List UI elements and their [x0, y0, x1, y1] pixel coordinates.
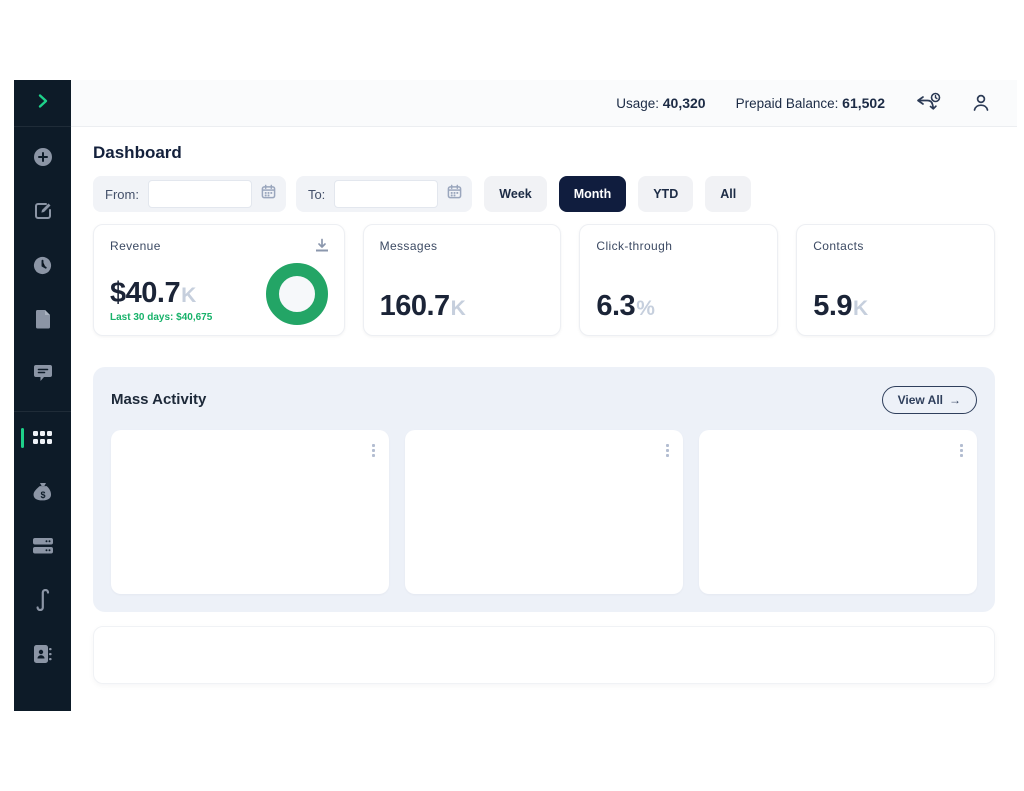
sidebar-item-documents[interactable] [14, 307, 71, 331]
kpi-label: Revenue [110, 239, 161, 253]
prepaid-balance-stat: Prepaid Balance: 61,502 [735, 95, 885, 111]
sidebar-item-flows[interactable] [14, 588, 71, 612]
to-label: To: [307, 186, 326, 202]
range-button-week[interactable]: Week [484, 176, 547, 212]
sidebar-item-compose[interactable] [14, 199, 71, 223]
date-from-group: From: [93, 176, 286, 212]
compose-icon [33, 201, 53, 221]
kpi-label: Messages [379, 239, 438, 253]
filter-bar: From: To: Week Month YTD All [93, 176, 995, 212]
usage-stat: Usage: 40,320 [616, 95, 706, 111]
range-button-ytd[interactable]: YTD [638, 176, 694, 212]
usage-value: 40,320 [662, 95, 706, 111]
mass-activity-card [405, 430, 683, 594]
flow-icon [36, 589, 50, 611]
kebab-menu-icon[interactable] [960, 444, 963, 457]
kpi-value-row: 6.3 % [596, 290, 761, 323]
chevron-right-icon [35, 93, 51, 114]
sidebar-nav-bottom: $ [14, 412, 71, 666]
content-column: Usage: 40,320 Prepaid Balance: 61,502 Da… [71, 80, 1017, 711]
app-frame: $ Usage: 40,320 P [14, 80, 1017, 711]
contacts-book-icon [33, 644, 52, 664]
kpi-label: Click-through [596, 239, 673, 253]
mass-activity-cards [111, 430, 977, 594]
sidebar-expand-button[interactable] [14, 80, 71, 127]
sidebar: $ [14, 80, 71, 711]
mass-activity-title: Mass Activity [111, 391, 207, 408]
calendar-icon[interactable] [261, 184, 276, 204]
money-bag-icon: $ [33, 482, 53, 503]
kpi-suffix: K [450, 297, 466, 320]
svg-text:$: $ [40, 490, 45, 500]
sidebar-divider [14, 411, 71, 412]
to-date-input[interactable] [334, 180, 439, 208]
server-icon [32, 538, 53, 554]
sidebar-item-history[interactable] [14, 253, 71, 277]
kebab-menu-icon[interactable] [372, 444, 375, 457]
main-content: Dashboard From: To: Week [71, 127, 1017, 711]
kebab-menu-icon[interactable] [666, 444, 669, 457]
kpi-label: Contacts [813, 239, 864, 253]
kpi-card-contacts: Contacts 5.9 K [796, 224, 995, 336]
chat-icon [33, 364, 53, 383]
kpi-suffix: K [853, 297, 869, 320]
view-all-button[interactable]: View All → [881, 385, 977, 414]
kpi-row: Revenue $40.7 K Last 30 days: $40,675 Me… [93, 224, 995, 336]
transaction-history-icon[interactable] [915, 92, 941, 114]
kpi-value-row: 5.9 K [813, 290, 978, 323]
view-all-label: View All [897, 392, 943, 407]
range-button-month[interactable]: Month [558, 176, 627, 212]
mass-activity-header: Mass Activity View All → [111, 385, 977, 414]
kpi-value-row: 160.7 K [380, 290, 545, 323]
document-icon [34, 309, 52, 329]
kpi-suffix: % [636, 297, 655, 320]
kpi-card-revenue: Revenue $40.7 K Last 30 days: $40,675 [93, 224, 345, 336]
sidebar-item-add[interactable] [14, 145, 71, 169]
kpi-suffix: K [181, 284, 197, 307]
revenue-donut-chart [265, 263, 328, 325]
sidebar-item-servers[interactable] [14, 534, 71, 558]
kpi-subtext: Last 30 days: $40,675 [110, 312, 213, 323]
download-icon[interactable] [314, 238, 330, 258]
from-label: From: [105, 186, 139, 202]
kpi-value: 5.9 [813, 290, 853, 322]
add-icon [32, 146, 54, 168]
from-date-input[interactable] [147, 180, 252, 208]
balance-value: 61,502 [842, 95, 885, 111]
range-button-all[interactable]: All [705, 176, 752, 212]
mass-activity-card [111, 430, 389, 594]
sidebar-item-chat[interactable] [14, 361, 71, 385]
sidebar-item-dashboard-active[interactable] [14, 426, 71, 450]
kpi-value-row: $40.7 K [110, 277, 328, 310]
arrow-right-icon: → [949, 392, 961, 407]
calendar-icon[interactable] [447, 184, 462, 204]
sidebar-item-contacts[interactable] [14, 642, 71, 666]
top-bar: Usage: 40,320 Prepaid Balance: 61,502 [71, 80, 1017, 127]
kpi-card-click-through: Click-through 6.3 % [579, 224, 779, 336]
kpi-card-messages: Messages 160.7 K [362, 224, 562, 336]
sidebar-nav-top [14, 127, 71, 385]
mass-activity-card [699, 430, 977, 594]
date-to-group: To: [295, 176, 473, 212]
user-icon[interactable] [971, 93, 991, 113]
page-title: Dashboard [93, 143, 182, 162]
active-indicator [21, 428, 24, 448]
kpi-value: $40.7 [110, 277, 181, 309]
sidebar-item-billing[interactable]: $ [14, 480, 71, 504]
kpi-value: 6.3 [596, 290, 636, 322]
apps-grid-icon [32, 431, 53, 445]
mass-activity-panel: Mass Activity View All → [93, 367, 995, 612]
bottom-empty-card [93, 626, 995, 684]
history-clock-icon [32, 255, 53, 276]
kpi-value: 160.7 [379, 290, 451, 322]
